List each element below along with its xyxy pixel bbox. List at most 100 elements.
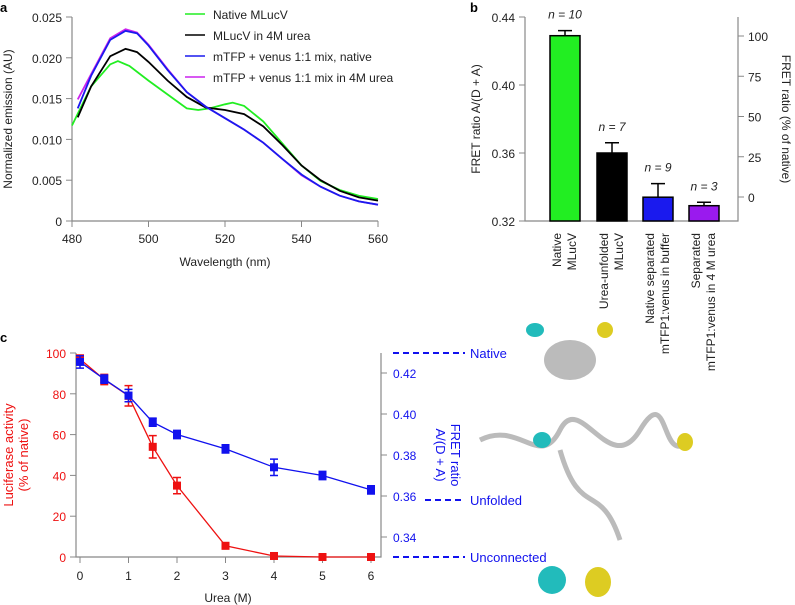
y-tick-label: 0.005 bbox=[32, 174, 62, 188]
error-bar bbox=[651, 182, 665, 198]
x-tick-label: 480 bbox=[62, 232, 82, 246]
data-point bbox=[173, 481, 181, 490]
n-label: n = 7 bbox=[598, 120, 626, 134]
y2-tick-label: 100 bbox=[748, 30, 768, 44]
legend-entry: mTFP + venus 1:1 mix in 4M urea bbox=[213, 71, 394, 85]
n-label: n = 3 bbox=[690, 179, 717, 193]
x-tick-label: 6 bbox=[368, 569, 375, 583]
y-tick-label: 0 bbox=[59, 551, 66, 565]
data-point bbox=[270, 463, 278, 472]
data-point bbox=[76, 357, 84, 366]
protein-structure-illustrations bbox=[478, 322, 693, 597]
bar-0 bbox=[549, 34, 581, 222]
category-label: Urea-unfolded bbox=[597, 233, 611, 309]
y2-tick-label: 0 bbox=[748, 191, 755, 205]
x-tick-label: 3 bbox=[222, 569, 229, 583]
axes bbox=[524, 17, 739, 222]
y-axis-label: (% of native) bbox=[16, 419, 31, 492]
reference-label: Native bbox=[470, 346, 507, 361]
data-point bbox=[124, 391, 133, 400]
data-point bbox=[221, 444, 230, 453]
y-tick-label: 0.44 bbox=[492, 11, 516, 25]
x-axis-label: Wavelength (nm) bbox=[180, 255, 271, 269]
data-point bbox=[367, 553, 375, 561]
series-line-1 bbox=[76, 47, 379, 202]
y2-axis-label: FRET ratio (% of native) bbox=[779, 55, 793, 183]
data-point bbox=[221, 541, 230, 550]
y-axis-label: Luciferase activity bbox=[1, 403, 16, 507]
x-tick-label: 500 bbox=[138, 232, 158, 246]
bar-2 bbox=[642, 196, 674, 222]
y-tick-label: 0.010 bbox=[32, 133, 62, 147]
reference-label: Unfolded bbox=[470, 493, 522, 508]
y-axis-label: FRET ratio A/(D + A) bbox=[469, 64, 483, 173]
x-tick-label: 0 bbox=[77, 569, 84, 583]
n-label: n = 9 bbox=[644, 161, 671, 175]
y-tick-label: 100 bbox=[46, 347, 66, 361]
y2-tick-label: 25 bbox=[748, 151, 762, 165]
y2-tick-label: 75 bbox=[748, 70, 762, 84]
unfolded-structure-icon bbox=[478, 412, 693, 541]
error-bar bbox=[697, 201, 711, 206]
legend-entry: Native MLucV bbox=[213, 8, 288, 22]
native-structure-icon bbox=[526, 322, 613, 380]
panel-b-chart: 0.32 0.36 0.40 0.44 0 25 50 75 100 FRET ratio A/(… bbox=[469, 8, 793, 371]
y-tick-label: 0.36 bbox=[492, 147, 516, 161]
y2-axis-label: FRET ratio bbox=[448, 424, 463, 487]
legend-entry: mTFP + venus 1:1 mix, native bbox=[213, 50, 372, 64]
category-label: Separated bbox=[689, 233, 703, 288]
panel-label-b: b bbox=[470, 0, 478, 15]
x-axis-label: Urea (M) bbox=[204, 591, 251, 605]
category-label: mTFP1:venus in buffer bbox=[658, 233, 672, 354]
y-tick-label: 0.015 bbox=[32, 93, 62, 107]
series-line-1 bbox=[79, 361, 372, 491]
legend-entry: MLucV in 4M urea bbox=[213, 29, 311, 43]
y-tick-label: 40 bbox=[53, 469, 67, 483]
data-point bbox=[270, 551, 278, 560]
x-tick-label: 5 bbox=[319, 569, 326, 583]
data-point bbox=[148, 418, 157, 427]
x-tick-label: 520 bbox=[215, 232, 235, 246]
series-line-3 bbox=[76, 29, 379, 206]
n-label: n = 10 bbox=[548, 8, 582, 22]
panel-c-chart: 0 20 40 60 80 100 0.34 0.36 0.38 0.40 0.42 0 1 2 3 4 5 6 U… bbox=[1, 346, 547, 605]
y-tick-label: 0.025 bbox=[32, 11, 62, 25]
x-tick-label: 1 bbox=[125, 569, 132, 583]
data-point bbox=[173, 430, 181, 439]
series-line-0 bbox=[79, 358, 371, 558]
category-label: MLucV bbox=[565, 233, 579, 270]
unconnected-structure-icon bbox=[538, 566, 611, 597]
y-axis-label: Normalized emission (AU) bbox=[1, 49, 15, 188]
y-tick-label: 0 bbox=[55, 215, 62, 229]
y-tick-label: 0.40 bbox=[492, 79, 516, 93]
data-point bbox=[318, 471, 327, 480]
data-point bbox=[367, 485, 375, 494]
x-tick-label: 560 bbox=[368, 232, 388, 246]
axes bbox=[75, 353, 382, 558]
bar-3 bbox=[688, 204, 720, 222]
category-label: MLucV bbox=[612, 233, 626, 270]
error-bar bbox=[558, 29, 572, 36]
panel-label-c: c bbox=[0, 330, 7, 345]
y2-tick-label: 0.36 bbox=[393, 490, 417, 504]
bar-1 bbox=[596, 152, 628, 222]
x-tick-label: 4 bbox=[271, 569, 278, 583]
x-tick-label: 2 bbox=[174, 569, 181, 583]
y-tick-label: 60 bbox=[53, 429, 67, 443]
data-point bbox=[318, 553, 327, 561]
y2-axis-label: A/(D + A) bbox=[433, 428, 448, 481]
reference-label: Unconnected bbox=[470, 550, 547, 565]
data-point bbox=[100, 375, 109, 384]
category-label: Native separated bbox=[643, 233, 657, 324]
panel-label-a: a bbox=[0, 0, 8, 15]
y2-tick-label: 0.40 bbox=[393, 408, 417, 422]
y2-tick-label: 0.34 bbox=[393, 531, 417, 545]
y2-tick-label: 0.38 bbox=[393, 449, 417, 463]
y-tick-label: 0.32 bbox=[492, 215, 516, 229]
category-label: Native bbox=[550, 233, 564, 267]
panel-a-chart: 0 0.005 0.010 0.015 0.020 0.025 480 500 520 540 56… bbox=[1, 8, 394, 269]
y-tick-label: 80 bbox=[53, 388, 67, 402]
data-point bbox=[148, 442, 157, 451]
y-tick-label: 20 bbox=[53, 510, 67, 524]
